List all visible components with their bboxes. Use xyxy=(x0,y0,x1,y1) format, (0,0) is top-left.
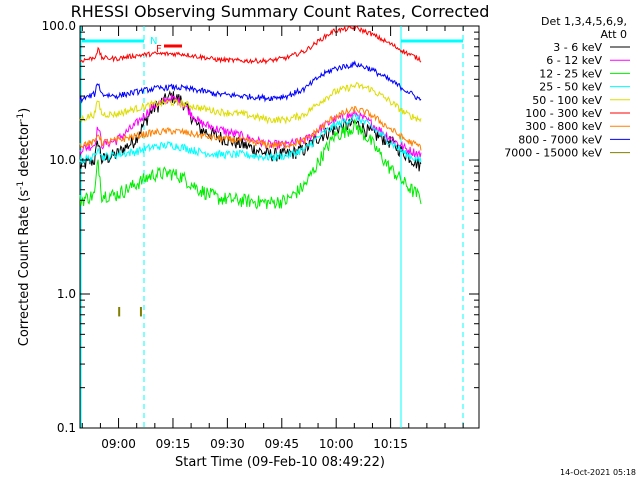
legend-label: 6 - 12 keV xyxy=(546,54,602,67)
x-tick-label: 10:15 xyxy=(373,437,408,451)
legend-label: 12 - 25 keV xyxy=(539,67,602,80)
x-tick-label: 09:45 xyxy=(264,437,299,451)
flag-f-label: F xyxy=(156,44,162,55)
x-tick-label: 09:15 xyxy=(156,437,191,451)
series-line-12-25keV xyxy=(79,118,422,210)
y-axis: 0.1 1.0 10.0 100.0 xyxy=(42,19,479,435)
y-tick-label: 10.0 xyxy=(49,153,76,167)
x-tick-label: 10:00 xyxy=(319,437,354,451)
chart-title: RHESSI Observing Summary Count Rates, Co… xyxy=(71,2,490,21)
legend-label: 800 - 7000 keV xyxy=(518,133,602,146)
legend-label: 3 - 6 keV xyxy=(553,41,602,54)
series-line-50-100keV xyxy=(79,82,422,125)
legend-label: 7000 - 15000 keV xyxy=(504,147,602,160)
y-tick-label: 1.0 xyxy=(57,287,76,301)
series-line-800-7000keV xyxy=(79,60,422,104)
y-tick-label: 100.0 xyxy=(42,19,76,33)
timestamp: 14-Oct-2021 05:18 xyxy=(560,468,636,477)
mode-overlays xyxy=(80,26,464,428)
series-line-300-800keV xyxy=(79,105,422,151)
series-line-25-50keV xyxy=(79,114,422,165)
legend-label: 50 - 100 keV xyxy=(532,94,602,107)
series-line-3-6keV xyxy=(79,90,422,172)
x-tick-label: 09:00 xyxy=(101,437,136,451)
y-axis-label: Corrected Count Rate (s-1 detector-1) xyxy=(16,108,32,346)
plot-frame xyxy=(79,25,480,429)
series-line-100-300keV xyxy=(79,25,422,65)
legend-header-line-1: Det 1,3,4,5,6,9, xyxy=(541,15,627,28)
flag-n-label: N xyxy=(150,36,157,47)
series-layer xyxy=(79,25,422,317)
x-axis: 09:00 09:15 09:30 09:45 10:00 10:15 xyxy=(81,26,464,451)
legend-label: 25 - 50 keV xyxy=(539,81,602,94)
x-axis-label: Start Time (09-Feb-10 08:49:22) xyxy=(175,455,385,470)
legend-header-line-2: Att 0 xyxy=(601,28,627,41)
legend-label: 300 - 800 keV xyxy=(525,120,602,133)
x-tick-label: 09:30 xyxy=(210,437,245,451)
legend-label: 100 - 300 keV xyxy=(525,107,602,120)
y-tick-label: 0.1 xyxy=(57,421,76,435)
